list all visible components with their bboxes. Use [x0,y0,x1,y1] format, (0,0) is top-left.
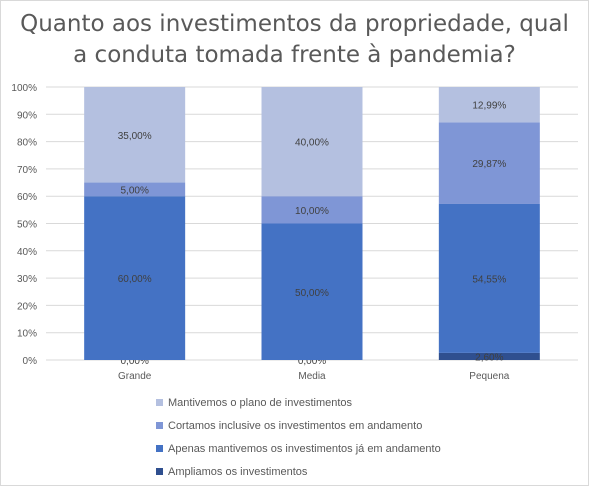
bar-segment [438,86,540,123]
legend-item: Ampliamos os investimentos [156,460,441,483]
chart-title-line-2: a conduta tomada frente à pandemia? [73,42,516,68]
data-label: 10,00% [295,206,329,217]
y-tick-label: 100% [11,83,37,94]
legend-swatch [156,445,163,452]
data-label: 54,55% [472,274,506,285]
data-label: 12,99% [472,101,506,112]
chart-title: Quanto aos investimentos da propriedade,… [1,9,588,71]
data-label: 2,60% [475,352,503,363]
y-tick-label: 10% [17,329,37,340]
bar-segment [84,182,186,197]
legend-item: Cortamos inclusive os investimentos em a… [156,414,441,437]
legend-swatch [156,422,163,429]
chart-title-line-1: Quanto aos investimentos da propriedade,… [20,11,569,37]
y-tick-label: 0% [23,356,38,367]
x-tick-label: Pequena [469,371,509,382]
bar-segment [438,352,540,360]
data-label: 29,87% [472,159,506,170]
y-tick-label: 20% [17,301,37,312]
legend-item: Mantivemos o plano de investimentos [156,391,441,414]
data-label: 0,00% [298,356,326,367]
y-tick-label: 70% [17,165,37,176]
legend: Mantivemos o plano de investimentos Corta… [156,391,441,483]
bar-segment [438,122,540,204]
y-tick-label: 90% [17,110,37,121]
data-label: 0,00% [120,356,148,367]
bar-segment [84,87,186,183]
legend-swatch [156,468,163,475]
legend-label: Apenas mantivemos os investimentos já em… [168,442,441,455]
bar-segment [261,223,363,360]
data-label: 60,00% [118,274,152,285]
data-label: 40,00% [295,138,329,149]
y-tick-label: 80% [17,138,37,149]
bar-segment [438,203,540,353]
y-tick-label: 50% [17,220,37,231]
legend-label: Mantivemos o plano de investimentos [168,396,353,409]
data-label: 50,00% [295,288,329,299]
x-tick-label: Grande [118,371,152,382]
legend-swatch [156,399,163,406]
y-tick-label: 40% [17,247,37,258]
legend-label: Ampliamos os investimentos [168,465,308,478]
legend-item: Apenas mantivemos os investimentos já em… [156,437,441,460]
data-label: 5,00% [120,185,148,196]
bar-segment [84,196,186,360]
legend-label: Cortamos inclusive os investimentos em a… [168,419,423,432]
y-tick-label: 30% [17,274,37,285]
y-tick-label: 60% [17,192,37,203]
bar-segment [261,196,363,224]
bar-segment [261,87,363,197]
x-tick-label: Media [298,371,326,382]
data-label: 35,00% [118,131,152,142]
